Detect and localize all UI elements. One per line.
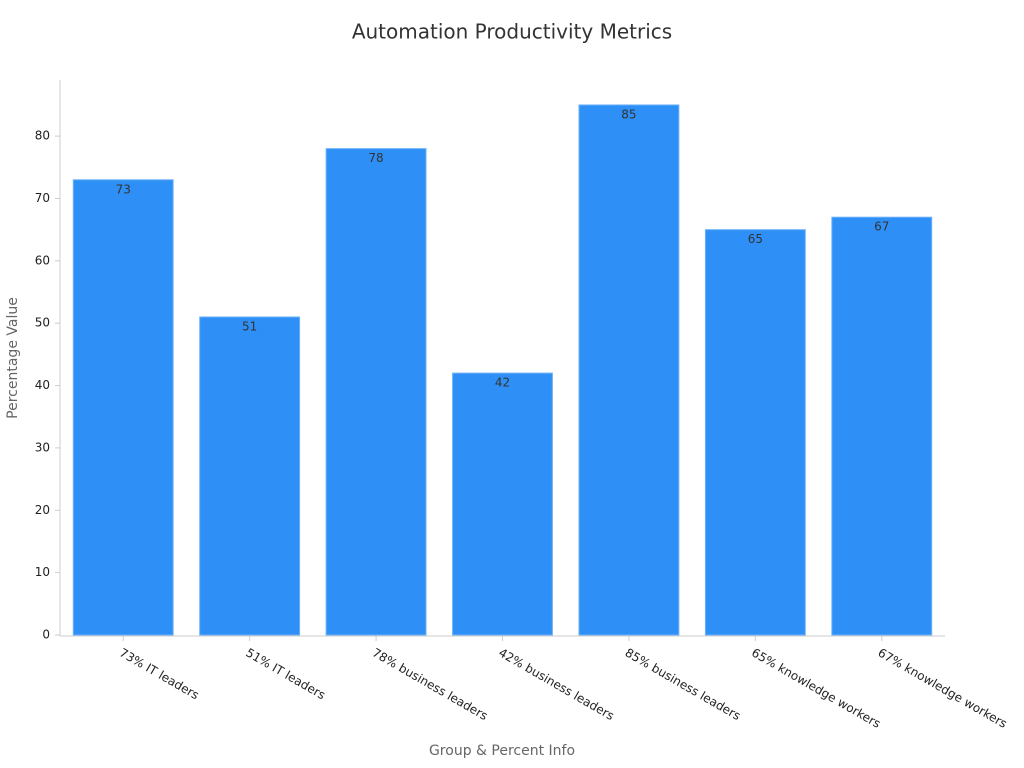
value-label: 78 <box>368 151 383 165</box>
x-tick-label: 73% IT leaders <box>117 646 201 703</box>
chart-title: Automation Productivity Metrics <box>352 20 672 44</box>
y-tick-label: 30 <box>35 440 50 454</box>
value-label: 85 <box>621 107 636 121</box>
value-label: 65 <box>748 232 763 246</box>
value-label: 51 <box>242 319 257 333</box>
bar <box>831 216 933 636</box>
y-tick-label: 40 <box>35 378 50 392</box>
y-tick-label: 20 <box>35 503 50 517</box>
bar <box>72 179 174 636</box>
y-tick-label: 80 <box>35 129 50 143</box>
bar <box>199 316 301 636</box>
x-tick-label: 51% IT leaders <box>243 646 327 703</box>
value-label: 73 <box>116 182 131 196</box>
y-tick-label: 0 <box>42 628 50 642</box>
bar <box>452 372 553 636</box>
bar <box>325 148 427 636</box>
x-tick-label: 65% knowledge workers <box>749 646 883 731</box>
y-tick-label: 70 <box>35 191 50 205</box>
y-axis-label: Percentage Value <box>5 297 21 419</box>
x-tick-label: 85% business leaders <box>623 646 743 724</box>
value-label: 67 <box>874 220 889 234</box>
y-tick-label: 60 <box>35 253 50 267</box>
y-tick-label: 10 <box>35 565 50 579</box>
x-axis-label: Group & Percent Info <box>429 743 575 759</box>
value-label: 42 <box>495 376 510 390</box>
x-tick-label: 67% knowledge workers <box>876 646 1010 731</box>
x-tick-label: 78% business leaders <box>370 646 490 724</box>
bar <box>578 104 680 636</box>
bar <box>704 229 806 636</box>
y-tick-label: 50 <box>35 316 50 330</box>
x-tick-label: 42% business leaders <box>496 646 616 724</box>
